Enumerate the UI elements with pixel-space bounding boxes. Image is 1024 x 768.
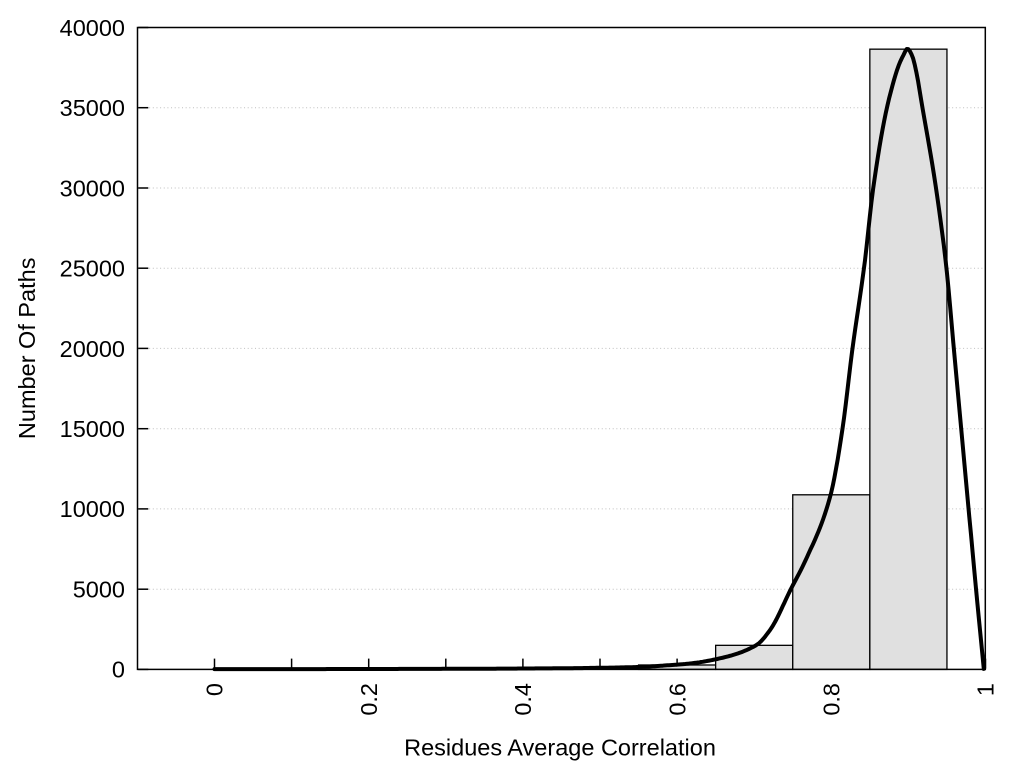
svg-text:10000: 10000 [60,496,125,522]
svg-text:5000: 5000 [73,577,125,603]
svg-text:1: 1 [973,683,999,696]
svg-text:0.2: 0.2 [356,683,382,716]
svg-text:0.4: 0.4 [510,683,536,716]
svg-text:20000: 20000 [60,336,125,362]
svg-text:25000: 25000 [60,256,125,282]
svg-text:0.8: 0.8 [819,683,845,716]
svg-text:0: 0 [112,657,125,683]
svg-text:0.6: 0.6 [664,683,690,716]
svg-text:Number Of Paths: Number Of Paths [14,258,40,440]
svg-text:40000: 40000 [60,15,125,41]
svg-text:30000: 30000 [60,175,125,201]
svg-text:15000: 15000 [60,416,125,442]
svg-text:0: 0 [202,683,228,696]
svg-text:35000: 35000 [60,95,125,121]
svg-text:Residues Average Correlation: Residues Average Correlation [404,735,716,761]
